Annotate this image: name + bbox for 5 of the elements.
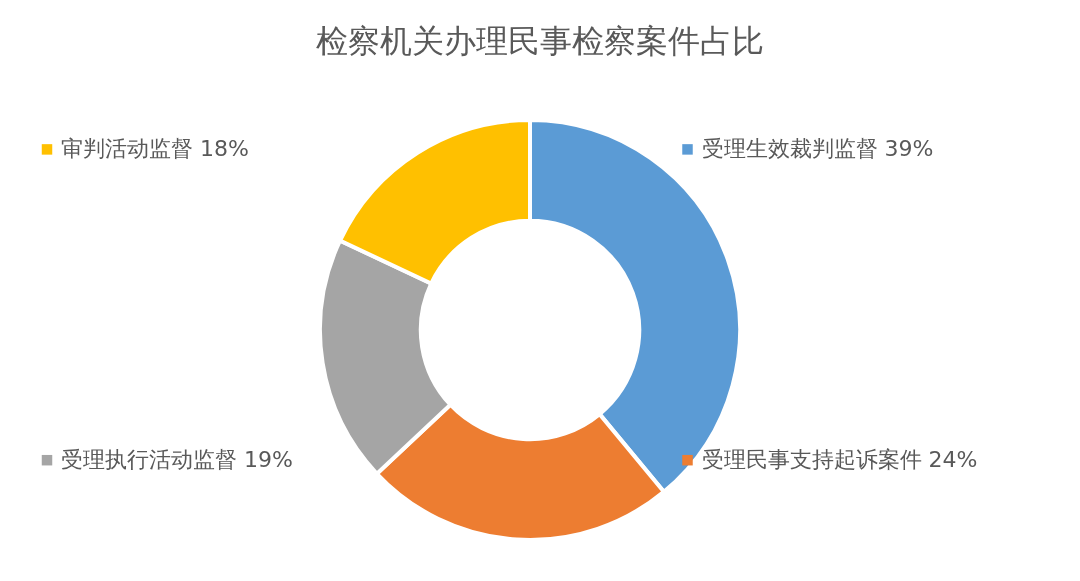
- legend-label: 受理民事支持起诉案件 24%: [701, 447, 978, 473]
- legend-label: 受理生效裁判监督 39%: [701, 136, 934, 162]
- legend-label: 审判活动监督 18%: [61, 136, 249, 162]
- chart-title: 检察机关办理民事检察案件占比: [316, 22, 764, 60]
- legend-label: 受理执行活动监督 19%: [61, 447, 293, 473]
